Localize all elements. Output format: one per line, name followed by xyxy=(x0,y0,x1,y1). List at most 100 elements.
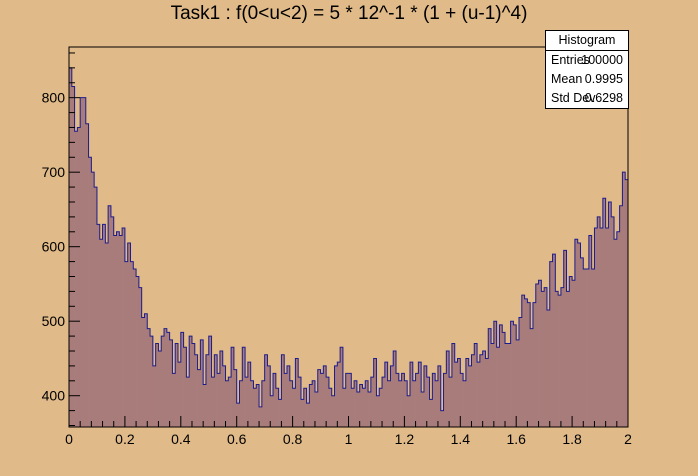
histogram-bar xyxy=(309,384,313,427)
histogram-bar xyxy=(541,291,545,427)
histogram-bar xyxy=(261,380,265,427)
histogram-bar xyxy=(328,388,333,427)
histogram-bar xyxy=(591,269,595,427)
histogram-bar xyxy=(158,351,162,427)
histogram-bar xyxy=(549,261,553,427)
histogram-bar xyxy=(334,365,338,427)
histogram-bar xyxy=(631,157,634,427)
histogram-bar xyxy=(166,332,170,427)
histogram-bar xyxy=(409,362,414,427)
stats-row-mean: Mean 0.9995 xyxy=(546,70,628,89)
histogram-bar xyxy=(474,343,478,427)
histogram-bar xyxy=(616,231,620,427)
x-tick-label: 1.2 xyxy=(395,431,415,447)
histogram-bar xyxy=(524,298,528,427)
histogram-bar xyxy=(116,231,120,427)
histogram-bar xyxy=(614,239,618,427)
histogram-bar xyxy=(138,287,142,427)
histogram-bar xyxy=(634,142,637,427)
histogram-bar xyxy=(320,373,324,427)
histogram-bar xyxy=(298,377,302,427)
histogram-bar xyxy=(239,380,243,427)
histogram-bar xyxy=(656,75,659,427)
histogram-bar xyxy=(446,351,450,427)
histogram-bar xyxy=(552,254,556,427)
histogram-bar xyxy=(398,380,402,427)
histogram-bar xyxy=(418,362,422,427)
histogram-bar xyxy=(292,388,296,427)
histogram-bar xyxy=(287,365,291,427)
histogram-bar xyxy=(566,291,570,427)
histogram-bar xyxy=(597,216,601,427)
histogram-bar xyxy=(194,354,198,427)
histogram-bar xyxy=(113,235,117,427)
histogram-bar xyxy=(384,362,388,427)
stats-box: Histogram Entries 100000 Mean 0.9995 Std… xyxy=(545,30,629,109)
histogram-bar xyxy=(233,369,237,427)
histogram-bar xyxy=(127,242,131,427)
histogram-bar xyxy=(426,377,430,427)
histogram-bar xyxy=(183,347,187,427)
histogram-bar xyxy=(479,354,483,427)
histogram-bar xyxy=(356,391,360,427)
histogram-bar xyxy=(150,336,154,427)
histogram-bar xyxy=(259,406,263,427)
histogram-bar xyxy=(88,157,92,427)
histogram-bar xyxy=(77,127,81,427)
histogram-bar xyxy=(119,235,123,427)
histogram-bar xyxy=(348,373,352,427)
histogram-bar xyxy=(340,347,344,427)
histogram-bar xyxy=(217,373,221,427)
histogram-bar xyxy=(493,321,497,427)
histogram-bar xyxy=(102,224,106,427)
histogram-bar xyxy=(373,358,377,427)
histogram-bar xyxy=(345,373,349,427)
histogram-bar xyxy=(191,343,196,427)
histogram-bar xyxy=(507,343,511,427)
histogram-bar xyxy=(242,347,246,427)
histogram-bar xyxy=(485,358,489,427)
histogram-bar xyxy=(303,388,307,427)
x-tick-label: 0.2 xyxy=(115,431,135,447)
histogram-bar xyxy=(513,324,517,427)
histogram-bar xyxy=(273,373,277,427)
histogram-bar xyxy=(642,113,645,427)
histogram-bar xyxy=(203,384,207,427)
x-tick-label: 1.6 xyxy=(506,431,526,447)
histogram-bar xyxy=(323,365,327,427)
histogram-bar xyxy=(510,321,514,427)
histogram-bar xyxy=(99,239,103,427)
histogram-bar xyxy=(457,358,461,427)
histogram-bar xyxy=(300,399,305,427)
histogram-bar xyxy=(390,365,394,427)
histogram-bar xyxy=(105,242,109,427)
histogram-bar xyxy=(454,362,458,427)
histogram-bar xyxy=(172,373,176,427)
histogram-bar xyxy=(141,317,145,427)
histogram-bar xyxy=(569,276,573,427)
stats-box-title: Histogram xyxy=(546,31,628,51)
histogram-bar xyxy=(516,339,520,427)
histogram-bar xyxy=(71,86,75,427)
histogram-bar xyxy=(362,388,366,427)
histogram-bar xyxy=(169,339,173,427)
histogram-bar xyxy=(250,380,254,427)
histogram-bar xyxy=(161,336,165,427)
histogram-bar xyxy=(178,362,182,427)
histogram-bar xyxy=(404,380,408,427)
histogram-bar xyxy=(189,336,193,427)
histogram-bar xyxy=(379,388,383,427)
histogram-bar xyxy=(164,328,168,427)
histogram-bar xyxy=(337,362,341,427)
histogram-bar xyxy=(544,287,548,427)
chart-title: Task1 : f(0<u<2) = 5 * 12^-1 * (1 + (u-1… xyxy=(170,3,528,24)
bars-group xyxy=(69,67,659,427)
histogram-bar xyxy=(365,380,369,427)
stats-key: Entries xyxy=(551,53,590,67)
x-tick-label: 0.6 xyxy=(227,431,247,447)
histogram-bar xyxy=(205,354,210,427)
histogram-bar xyxy=(231,347,235,427)
histogram-bar xyxy=(289,380,293,427)
y-tick-label: 800 xyxy=(42,90,66,106)
histogram-bar xyxy=(186,377,190,427)
